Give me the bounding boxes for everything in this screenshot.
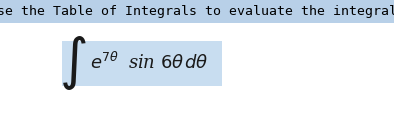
- Text: Use the Table of Integrals to evaluate the integral.: Use the Table of Integrals to evaluate t…: [0, 5, 394, 18]
- Bar: [84, 41, 222, 86]
- Text: $e^{7\theta}$: $e^{7\theta}$: [90, 52, 119, 73]
- Text: $d\theta$: $d\theta$: [184, 53, 208, 72]
- Bar: [0, 0, 394, 23]
- Text: $\int$: $\int$: [59, 34, 87, 92]
- Text: sin $6\theta$: sin $6\theta$: [128, 53, 184, 72]
- Bar: [62, 41, 84, 86]
